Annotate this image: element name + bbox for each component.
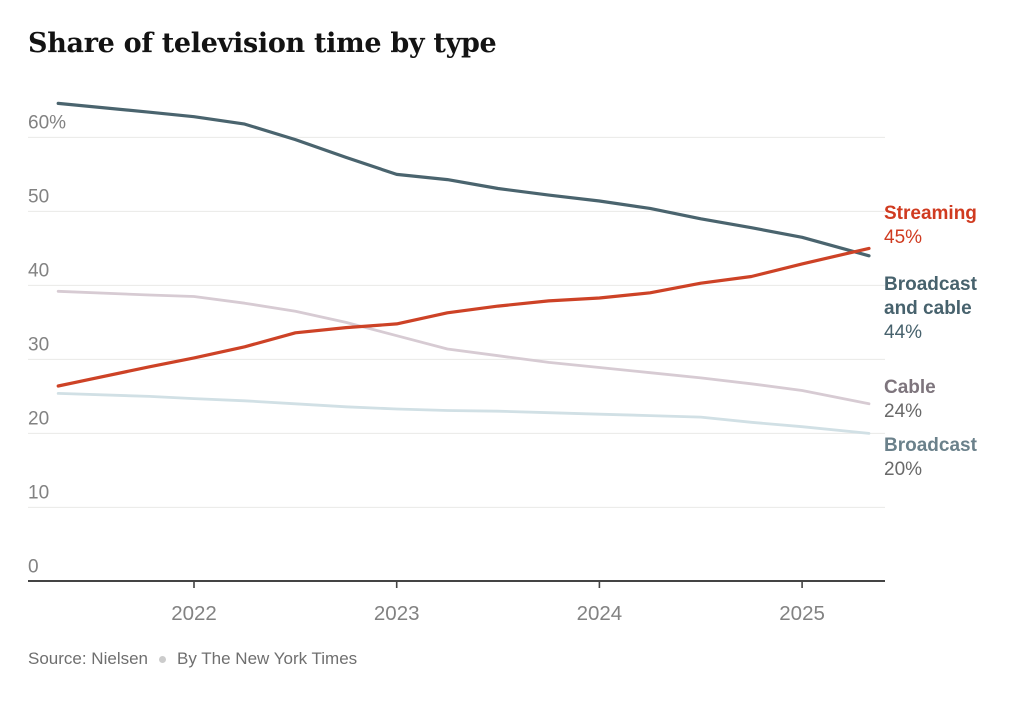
chart-footer: Source: Nielsen By The New York Times bbox=[28, 649, 357, 669]
y-tick-label-20: 20 bbox=[28, 408, 49, 429]
y-tick-label-10: 10 bbox=[28, 482, 49, 503]
y-tick-label-0: 0 bbox=[28, 556, 39, 577]
chart-title: Share of television time by type bbox=[28, 28, 497, 59]
x-tick-label-2023: 2023 bbox=[374, 602, 420, 625]
line-broadcast bbox=[56, 391, 871, 435]
line-streaming bbox=[56, 246, 871, 388]
dot-icon bbox=[159, 655, 167, 663]
x-tick-label-2022: 2022 bbox=[171, 602, 217, 625]
x-tick-label-2024: 2024 bbox=[577, 602, 623, 625]
byline: By The New York Times bbox=[177, 649, 358, 668]
line-cable bbox=[56, 289, 871, 406]
y-tick-label-40: 40 bbox=[28, 260, 49, 281]
y-tick-label-60: 60% bbox=[28, 112, 66, 133]
source-note: Source: Nielsen bbox=[28, 649, 149, 668]
y-tick-label-30: 30 bbox=[28, 334, 49, 355]
line-broadcast-and-cable bbox=[56, 101, 871, 258]
y-tick-label-50: 50 bbox=[28, 186, 49, 207]
x-tick-label-2025: 2025 bbox=[779, 602, 825, 625]
